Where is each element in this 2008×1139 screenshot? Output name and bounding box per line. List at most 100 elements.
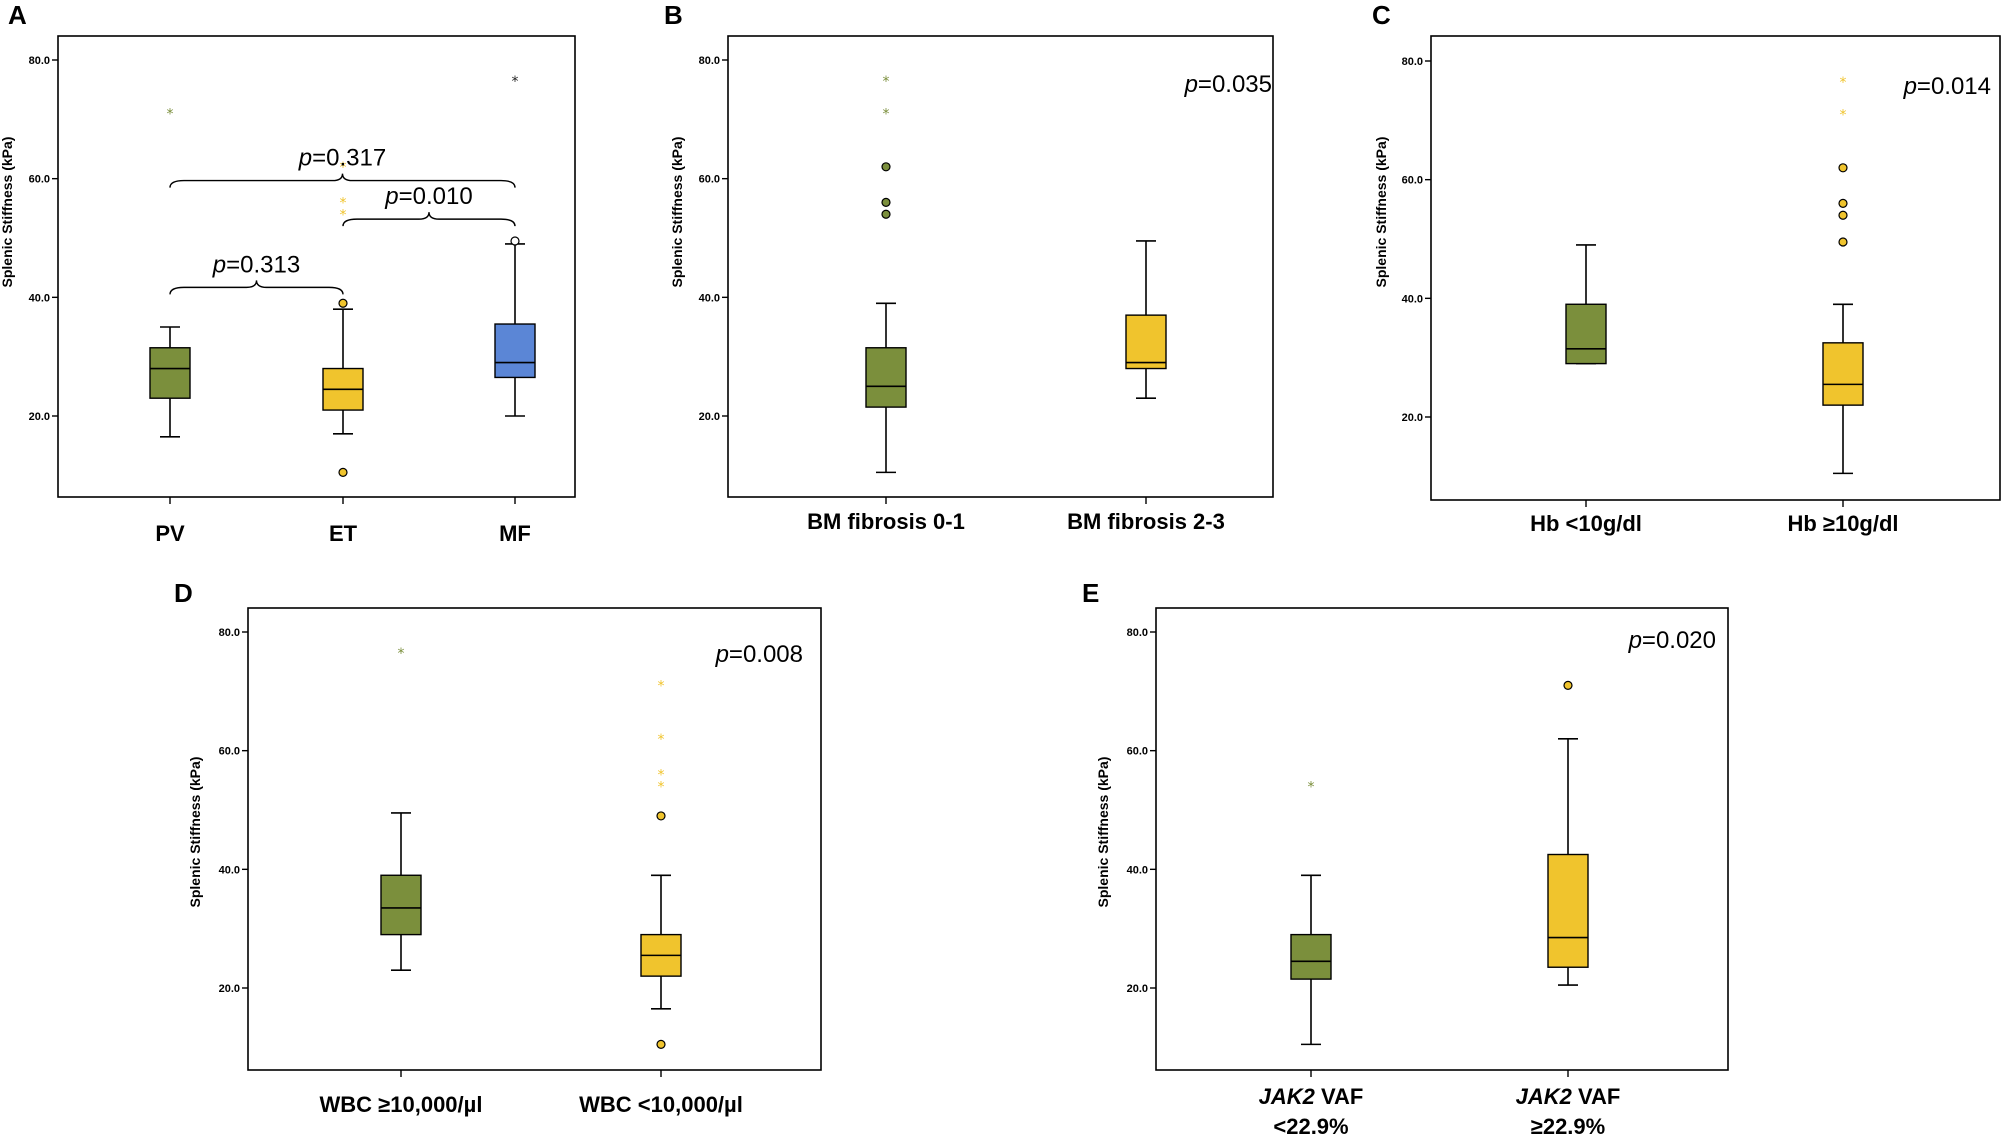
p-value-label: p=0.014: [1903, 73, 1991, 100]
category-label: ET: [329, 521, 358, 546]
outlier-point: [1838, 163, 1848, 173]
gene-name: JAK2: [1259, 1084, 1316, 1109]
y-tick-label: 80.0: [29, 55, 50, 67]
extreme-point: *: [883, 106, 890, 122]
category-label: BM fibrosis 2-3: [1067, 509, 1225, 534]
y-tick-label: 20.0: [1402, 412, 1423, 424]
box-iqr: [1290, 933, 1332, 980]
p-italic: p: [1628, 627, 1642, 654]
p-value-label: p=0.035: [1184, 71, 1272, 98]
plot-frame: [727, 35, 1274, 498]
outlier-point: [881, 162, 891, 172]
p-number: =0.014: [1917, 73, 1991, 100]
outlier-point: [1838, 198, 1848, 208]
y-tick-label: 40.0: [29, 292, 50, 304]
p-number: =0.317: [312, 145, 386, 172]
box-1: *: [149, 106, 191, 504]
box-1: **: [865, 74, 907, 504]
y-tick-label: 40.0: [1402, 293, 1423, 305]
box-2: [1547, 680, 1589, 1077]
plot-frame: [1155, 607, 1729, 1071]
p-italic: p: [1903, 73, 1917, 100]
outlier-point: [656, 811, 666, 821]
box-2: **: [1822, 75, 1864, 507]
panel-E: E 20.0 40.0 60.0 80.0 Splenic Stiffness (kPa)…: [1082, 578, 1729, 1139]
plot-frame: [1430, 35, 2001, 501]
y-tick-label: 80.0: [1402, 56, 1423, 68]
extreme-point: *: [658, 732, 665, 748]
outlier-point: [881, 209, 891, 219]
panel-A: A 20.0 40.0 60.0 80.0 Splenic Stiffness (kPa)…: [0, 0, 576, 546]
y-tick-label: 80.0: [699, 55, 720, 67]
y-axis-label: Splenic Stiffness (kPa): [0, 137, 15, 288]
extreme-point: *: [512, 74, 519, 90]
p-italic: p: [298, 145, 312, 172]
outlier-point: [338, 298, 348, 308]
p-italic: p: [384, 183, 398, 210]
p-number: =0.035: [1198, 71, 1272, 98]
comparison-brace: [169, 173, 516, 188]
box-iqr: [149, 347, 191, 399]
p-number: =0.010: [399, 183, 473, 210]
plot-frame: [247, 607, 822, 1071]
category-label: WBC <10,000/µl: [579, 1092, 743, 1117]
y-tick-label: 20.0: [29, 411, 50, 423]
category-label: BM fibrosis 0-1: [807, 509, 965, 534]
box-2: ***: [322, 160, 364, 504]
box-1: *: [1290, 779, 1332, 1077]
y-tick-label: 60.0: [1402, 175, 1423, 187]
panel-B: B 20.0 40.0 60.0 80.0 Splenic Stiffness (kPa)…: [664, 0, 1274, 534]
comparison-p-value: p=0.317: [298, 145, 386, 172]
comparison-p-value: p=0.313: [212, 251, 300, 278]
p-italic: p: [715, 641, 729, 668]
box-iqr: [1822, 342, 1864, 406]
box-1: [1565, 244, 1607, 507]
y-tick-label: 80.0: [1127, 627, 1148, 639]
outlier-point: [656, 1039, 666, 1049]
y-tick-label: 80.0: [219, 627, 240, 639]
p-italic: p: [1184, 71, 1198, 98]
comparison-p-value: p=0.010: [384, 183, 472, 210]
extreme-point: *: [883, 74, 890, 90]
category-label: JAK2 VAF: [1259, 1084, 1364, 1109]
outlier-point: [338, 467, 348, 477]
box-iqr: [1547, 853, 1589, 968]
extreme-point: *: [658, 767, 665, 783]
y-tick-label: 20.0: [1127, 983, 1148, 995]
gene-suffix: VAF: [1315, 1084, 1363, 1109]
gene-name: JAK2: [1516, 1084, 1573, 1109]
category-label: PV: [155, 521, 185, 546]
y-tick-label: 60.0: [699, 174, 720, 186]
plot-frame: [57, 35, 576, 498]
outlier-point: [510, 236, 520, 246]
box-3: *: [494, 74, 536, 504]
p-number: =0.313: [226, 251, 300, 278]
category-label: Hb ≥10g/dl: [1787, 511, 1898, 536]
category-label: WBC ≥10,000/µl: [320, 1092, 483, 1117]
y-axis-label: Splenic Stiffness (kPa): [669, 137, 685, 288]
y-tick-label: 40.0: [219, 864, 240, 876]
gene-suffix: VAF: [1572, 1084, 1620, 1109]
panel-C: C 20.0 40.0 60.0 80.0 Splenic Stiffness (kPa)…: [1372, 0, 2001, 536]
box-iqr: [1565, 303, 1607, 365]
panel-letter: A: [8, 0, 27, 30]
panel-letter: C: [1372, 0, 1391, 30]
extreme-point: *: [658, 779, 665, 795]
y-tick-label: 60.0: [1127, 746, 1148, 758]
box-iqr: [1125, 314, 1167, 370]
outlier-point: [1563, 680, 1573, 691]
panel-letter: D: [174, 578, 193, 608]
extreme-point: *: [1840, 75, 1847, 91]
comparison-brace: [342, 212, 516, 227]
extreme-point: *: [340, 160, 347, 176]
y-tick-label: 60.0: [29, 174, 50, 186]
box-1: *: [380, 646, 422, 1077]
box-2: [1125, 240, 1167, 504]
outlier-point: [881, 197, 891, 207]
p-italic: p: [212, 251, 226, 278]
category-label: JAK2 VAF: [1516, 1084, 1621, 1109]
extreme-point: *: [1840, 107, 1847, 123]
panel-letter: E: [1082, 578, 1099, 608]
outlier-point: [1838, 237, 1848, 247]
outlier-point: [1838, 210, 1848, 220]
